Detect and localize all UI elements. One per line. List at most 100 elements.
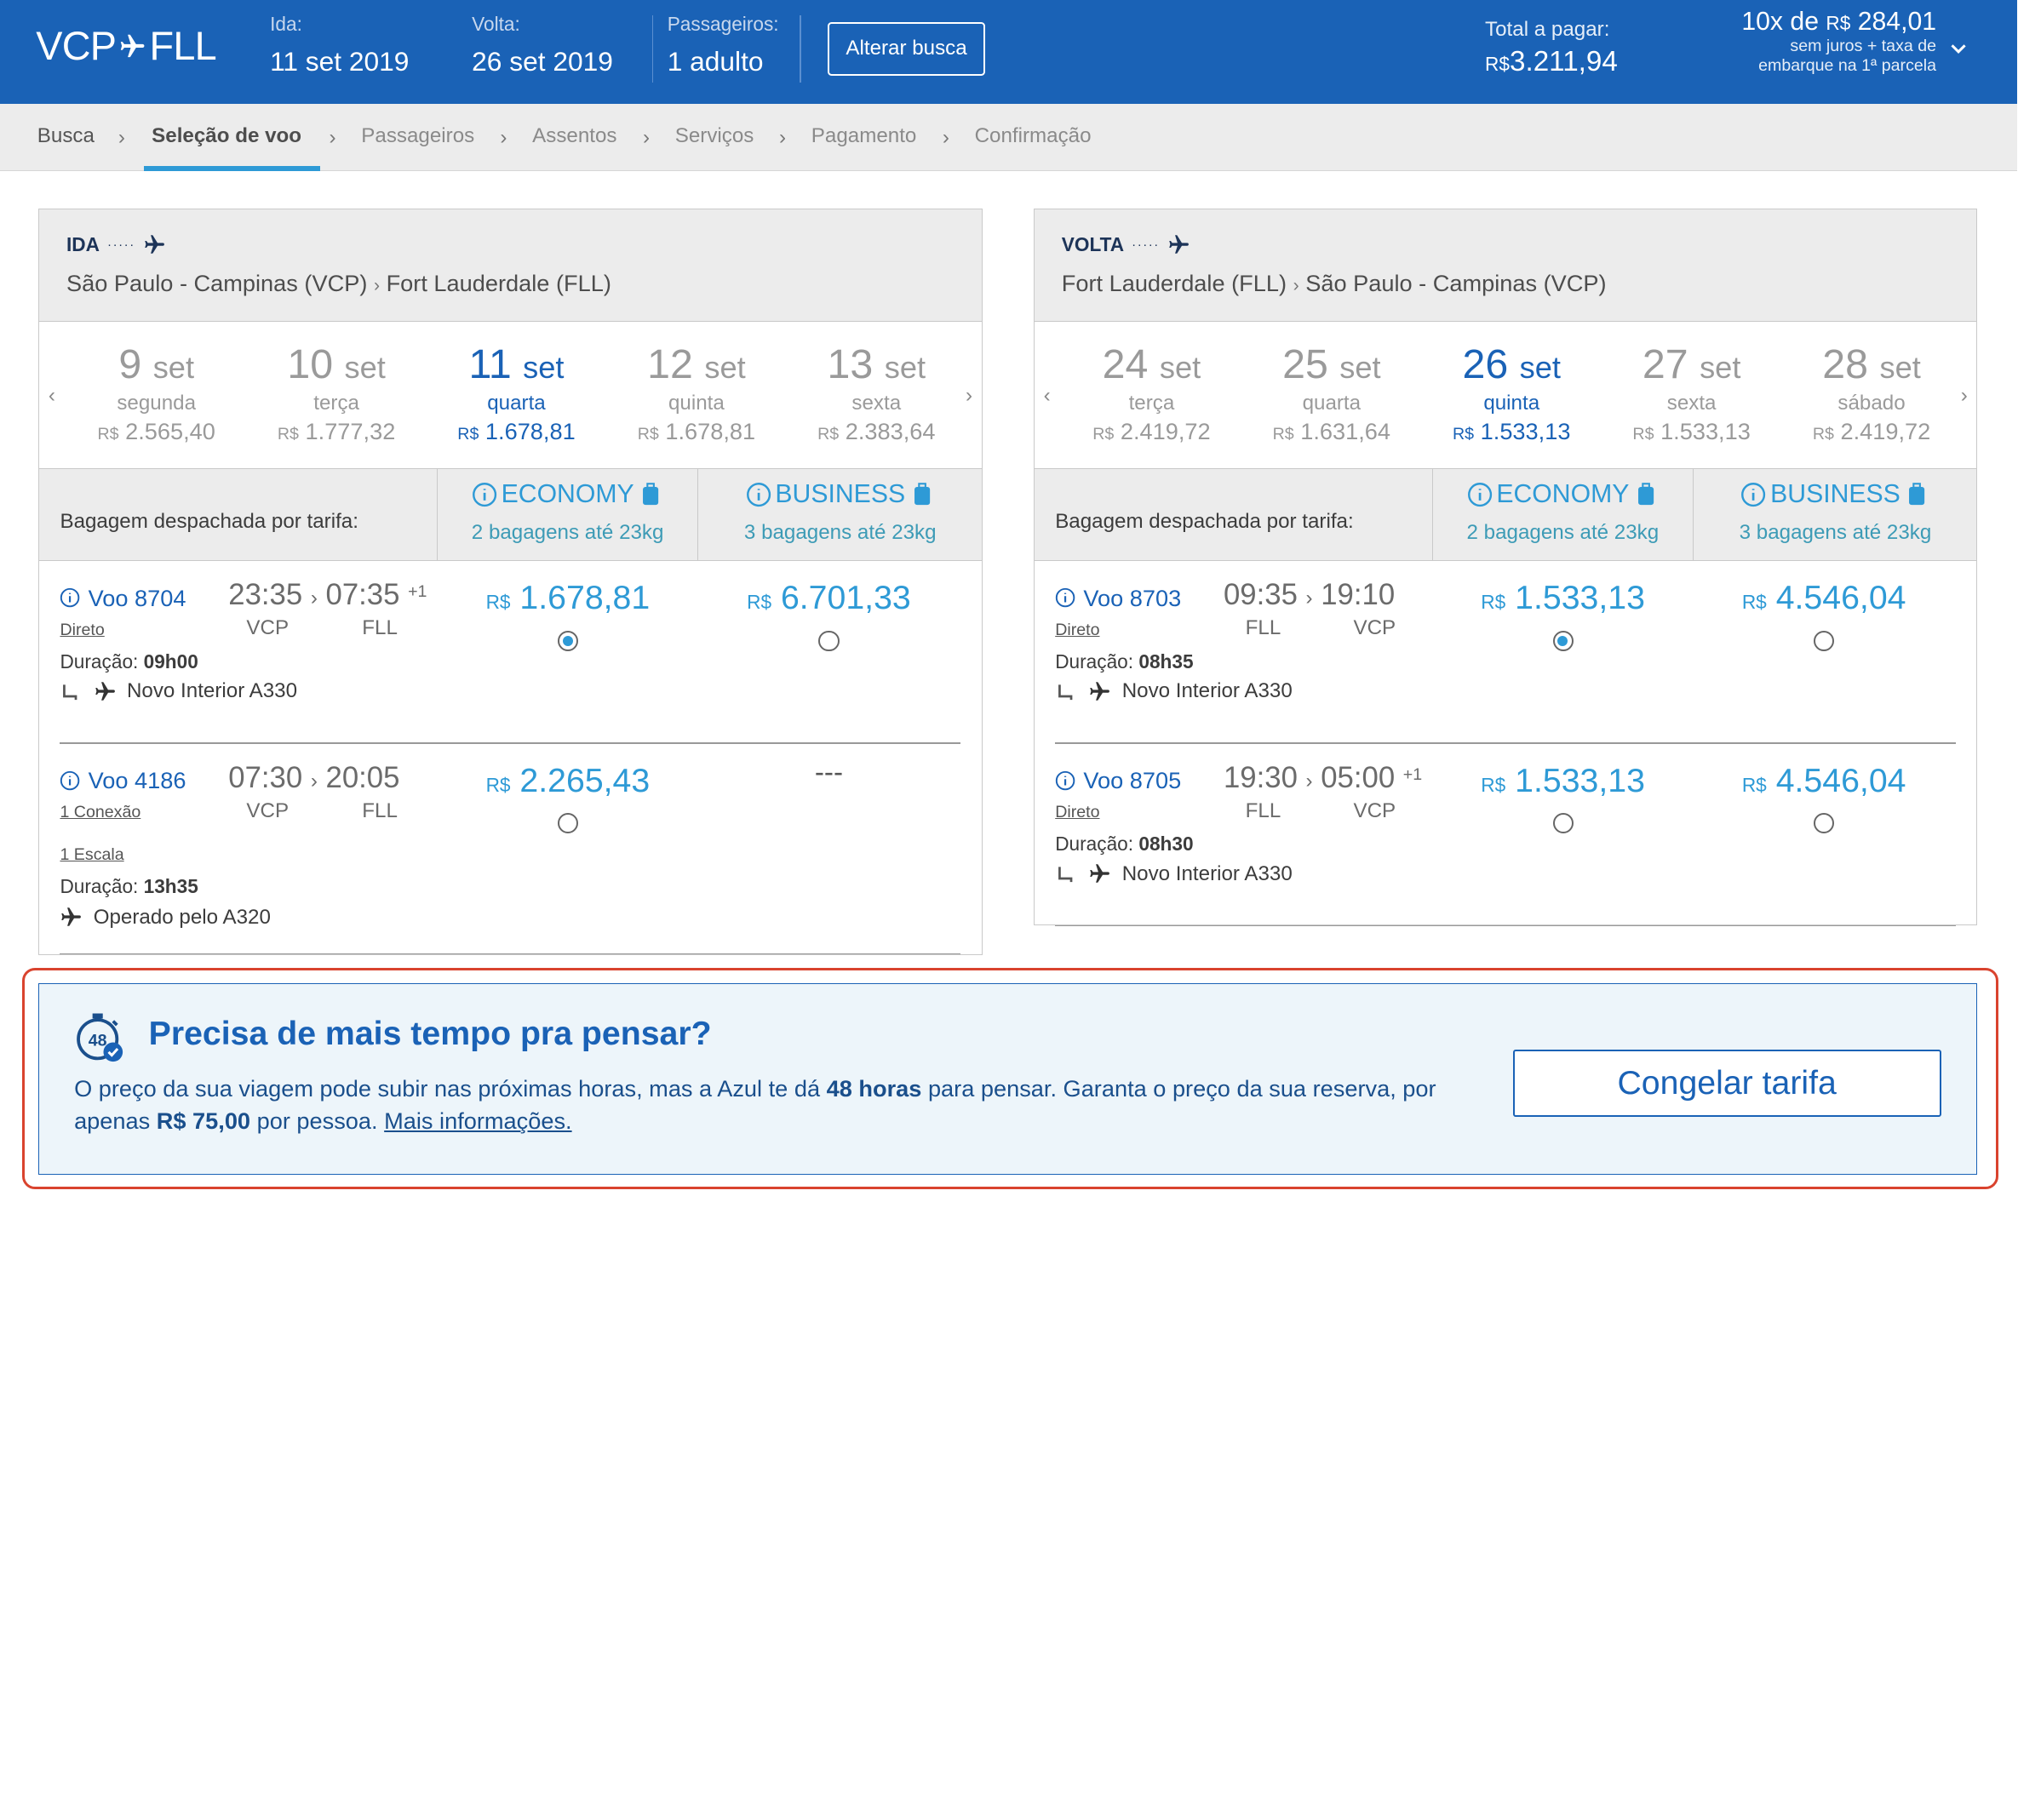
business-baggage: 3 bagagens até 23kg	[1739, 520, 1932, 544]
installment-note: embarque na 1ª parcela	[1758, 55, 1937, 75]
row-divider	[60, 742, 961, 744]
economy-radio-selected[interactable]	[1552, 630, 1574, 652]
flight-type-link[interactable]: Direto	[1055, 620, 1100, 639]
date-option[interactable]: 12 set quinta R$ 1.678,81	[637, 341, 756, 445]
volta-date-carousel: ‹ 24 set terça R$ 2.419,72 25 set quarta R$ …	[1035, 322, 1977, 469]
flight-type-link[interactable]: Direto	[60, 620, 105, 639]
economy-baggage: 2 bagagens até 23kg	[471, 520, 664, 544]
aircraft-info: Operado pelo A320	[60, 906, 271, 930]
arrival-airport: VCP	[1353, 798, 1396, 822]
flight-number[interactable]: Voo 8704	[60, 585, 186, 612]
business-price: R$ 4.546,04	[1741, 761, 1906, 799]
economy-column-header: ECONOMY 2 bagagens até 23kg	[1431, 468, 1694, 560]
breadcrumb-assentos: Assentos	[532, 124, 617, 148]
flight-number[interactable]: Voo 4186	[60, 767, 186, 794]
ida-value: 11 set 2019	[270, 46, 410, 77]
chevron-right-icon: ›	[1305, 769, 1313, 793]
chevron-right-icon: ›	[118, 125, 125, 149]
breadcrumb-passageiros: Passageiros	[361, 124, 475, 148]
chevron-right-icon[interactable]: ›	[1960, 383, 1968, 407]
page: VCP FLL Ida: 11 set 2019 Volta: 26 set 2…	[0, 0, 2018, 1189]
flight-number[interactable]: Voo 8703	[1055, 585, 1181, 612]
economy-radio-selected[interactable]	[557, 630, 578, 652]
date-option-selected[interactable]: 26 set quinta R$ 1.533,13	[1453, 341, 1571, 445]
info-icon[interactable]	[1740, 482, 1766, 507]
date-option[interactable]: 28 set sábado R$ 2.419,72	[1812, 341, 1931, 445]
volta-route: Fort Lauderdale (FLL) › São Paulo - Camp…	[1062, 270, 1607, 297]
luggage-icon	[643, 483, 659, 506]
chevron-left-icon[interactable]: ‹	[1043, 383, 1051, 407]
chevron-right-icon: ›	[1293, 275, 1299, 295]
flight-row: Voo 4186 1 Conexão 1 Escala Duração: 13h…	[39, 744, 981, 955]
arrival-airport: FLL	[362, 616, 398, 640]
economy-column-header: ECONOMY 2 bagagens até 23kg	[436, 468, 698, 560]
plane-icon	[1169, 235, 1189, 255]
economy-baggage: 2 bagagens até 23kg	[1466, 520, 1660, 544]
breadcrumb-servicos: Serviços	[674, 124, 754, 148]
aircraft-info: Novo Interior A330	[60, 679, 297, 703]
volta-origin: Fort Lauderdale (FLL)	[1061, 269, 1287, 296]
flight-number[interactable]: Voo 8705	[1055, 767, 1181, 794]
flight-duration: Duração: 13h35	[60, 874, 198, 897]
congelar-tarifa-button[interactable]: Congelar tarifa	[1512, 1050, 1941, 1117]
date-option[interactable]: 13 set sexta R$ 2.383,64	[817, 341, 936, 445]
business-radio[interactable]	[1814, 630, 1835, 652]
freeze-fare-banner: 48 Precisa de mais tempo pra pensar? O p…	[38, 983, 1978, 1176]
date-option[interactable]: 25 set quarta R$ 1.631,64	[1272, 341, 1391, 445]
info-icon[interactable]	[472, 482, 497, 507]
date-option-selected[interactable]: 11 set quarta R$ 1.678,81	[457, 341, 576, 445]
business-price: R$ 4.546,04	[1741, 579, 1906, 617]
luggage-icon	[1909, 483, 1925, 506]
svg-text:48: 48	[88, 1032, 106, 1050]
installment-note: sem juros + taxa de	[1790, 37, 1937, 56]
mais-informacoes-link[interactable]: Mais informações.	[384, 1107, 572, 1135]
ida-field: Ida: 11 set 2019	[270, 13, 409, 77]
highlight-frame	[21, 968, 1998, 1189]
economy-radio[interactable]	[557, 813, 578, 834]
banner-text: O preço da sua viagem pode subir nas pró…	[74, 1075, 1436, 1135]
economy-price: R$ 1.678,81	[485, 579, 651, 617]
passengers-label: Passageiros:	[667, 13, 779, 36]
volta-value: 26 set 2019	[472, 46, 613, 77]
business-radio[interactable]	[1814, 813, 1835, 834]
fare-header: Bagagem despachada por tarifa: ECONOMY 2…	[1035, 468, 1977, 562]
alterar-busca-button[interactable]: Alterar busca	[828, 21, 985, 77]
date-option[interactable]: 27 set sexta R$ 1.533,13	[1632, 341, 1751, 445]
row-divider	[1055, 742, 1957, 744]
economy-radio[interactable]	[1552, 813, 1574, 834]
info-icon	[1056, 588, 1075, 608]
date-option[interactable]: 9 set segunda R$ 2.565,40	[97, 341, 215, 445]
seat-icon	[1058, 867, 1073, 883]
chevron-left-icon[interactable]: ‹	[48, 383, 55, 407]
chevron-right-icon: ›	[942, 125, 949, 149]
ida-panel: IDA ····· São Paulo - Campinas (VCP) › F…	[38, 208, 983, 955]
volta-title: VOLTA ·····	[1062, 233, 1190, 256]
flight-type-link[interactable]: Direto	[1055, 803, 1100, 822]
breadcrumb-busca[interactable]: Busca	[37, 124, 95, 148]
chevron-right-icon: ›	[329, 125, 336, 149]
chevron-down-icon[interactable]	[1951, 41, 1966, 56]
chevron-right-icon[interactable]: ›	[966, 383, 973, 407]
total-value: R$3.211,94	[1485, 45, 1618, 77]
date-option[interactable]: 10 set terça R$ 1.777,32	[277, 341, 396, 445]
installments[interactable]: 10x de R$ 284,01 sem juros + taxa de emb…	[1741, 8, 1936, 75]
economy-label: ECONOMY	[1496, 480, 1630, 509]
date-option[interactable]: 24 set terça R$ 2.419,72	[1092, 341, 1211, 445]
ida-label: Ida:	[270, 13, 302, 36]
dotted-line-icon: ·····	[1132, 238, 1160, 253]
luggage-icon	[914, 483, 930, 506]
luggage-icon	[1637, 483, 1654, 506]
aircraft-info: Novo Interior A330	[1055, 862, 1293, 886]
divider	[800, 15, 801, 83]
info-icon[interactable]	[746, 482, 771, 507]
chevron-right-icon: ›	[310, 587, 318, 610]
business-radio[interactable]	[818, 630, 840, 652]
economy-price: R$ 2.265,43	[485, 761, 651, 799]
info-icon[interactable]	[1467, 482, 1493, 507]
stops-link[interactable]: 1 Escala	[60, 845, 124, 865]
passengers-field: Passageiros: 1 adulto	[668, 13, 779, 77]
volta-label: VOLTA	[1061, 233, 1125, 256]
route-origin: VCP	[36, 24, 117, 69]
connection-link[interactable]: 1 Conexão	[60, 803, 141, 822]
flight-duration: Duração: 08h30	[1055, 832, 1194, 855]
